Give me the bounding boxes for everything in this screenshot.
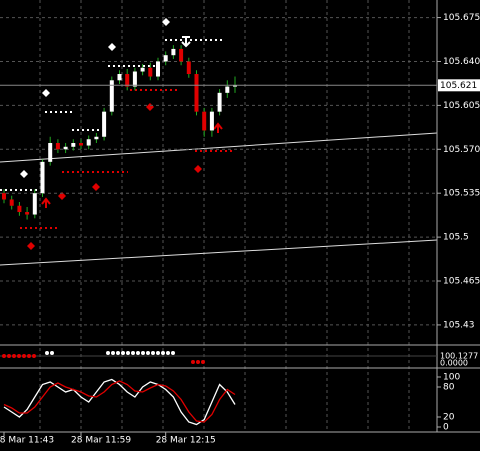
candle-body [109,80,114,112]
y-tick-label: 105.640 [443,57,480,67]
candle-body [17,205,22,213]
candle-body [132,71,137,87]
candle-body [171,48,176,56]
candle-body [217,92,222,112]
candle-body [125,74,130,87]
candle-body [86,139,91,146]
y-tick-label: 105.43 [443,320,475,330]
candle-body [209,111,214,131]
candle-body [32,193,37,215]
candle-body [163,55,168,62]
x-tick-label: 28 Mar 11:43 [0,436,54,446]
candle-body [94,136,99,140]
strip-label: 0.0000 [440,359,468,368]
stochastic-line [3,378,236,426]
y-tick-label: 105.5 [443,233,469,243]
candle-body [225,86,230,93]
candle-body [148,67,153,77]
y-tick-label: 105.465 [443,277,480,287]
candle-body [40,161,45,194]
candle-body [9,199,14,206]
y-tick-label: 105.675 [443,13,480,23]
candle-body [63,146,68,150]
signal-dots [0,18,232,250]
y-tick-label: 105.570 [443,145,480,155]
candle-body [2,193,6,200]
candle-body [48,143,53,162]
x-tick-label: 28 Mar 11:59 [71,436,131,446]
candle-body [117,74,122,81]
candle-body [55,143,60,150]
y-tick-label: 105.535 [443,189,480,199]
y-tick-label: 100 [443,373,460,383]
y-tick-label: 20 [443,413,455,423]
trendlines [0,132,438,266]
candle-body [102,111,107,137]
current-price-box [438,79,480,92]
candle-body [186,61,191,75]
current-price-label: 105.621 [440,81,477,91]
candle-body [25,212,30,215]
strip-label: 100.1277 [440,352,478,361]
candle-body [194,74,199,112]
y-tick-label: 0 [443,423,449,433]
candle-body [233,85,237,87]
stochastic-line [3,380,236,423]
y-tick-label: 80 [443,383,455,393]
candle-body [79,143,83,146]
indicator-strip: 100.1277 0.0000 [0,351,478,368]
candle-body [71,143,76,147]
candle-body [202,111,207,131]
vertical-grid [39,0,410,432]
x-tick-label: 28 Mar 12:15 [156,436,216,446]
y-tick-label: 105.605 [443,101,480,111]
candle-body [156,61,160,77]
candle-body [140,67,145,72]
candle-body [179,48,184,62]
